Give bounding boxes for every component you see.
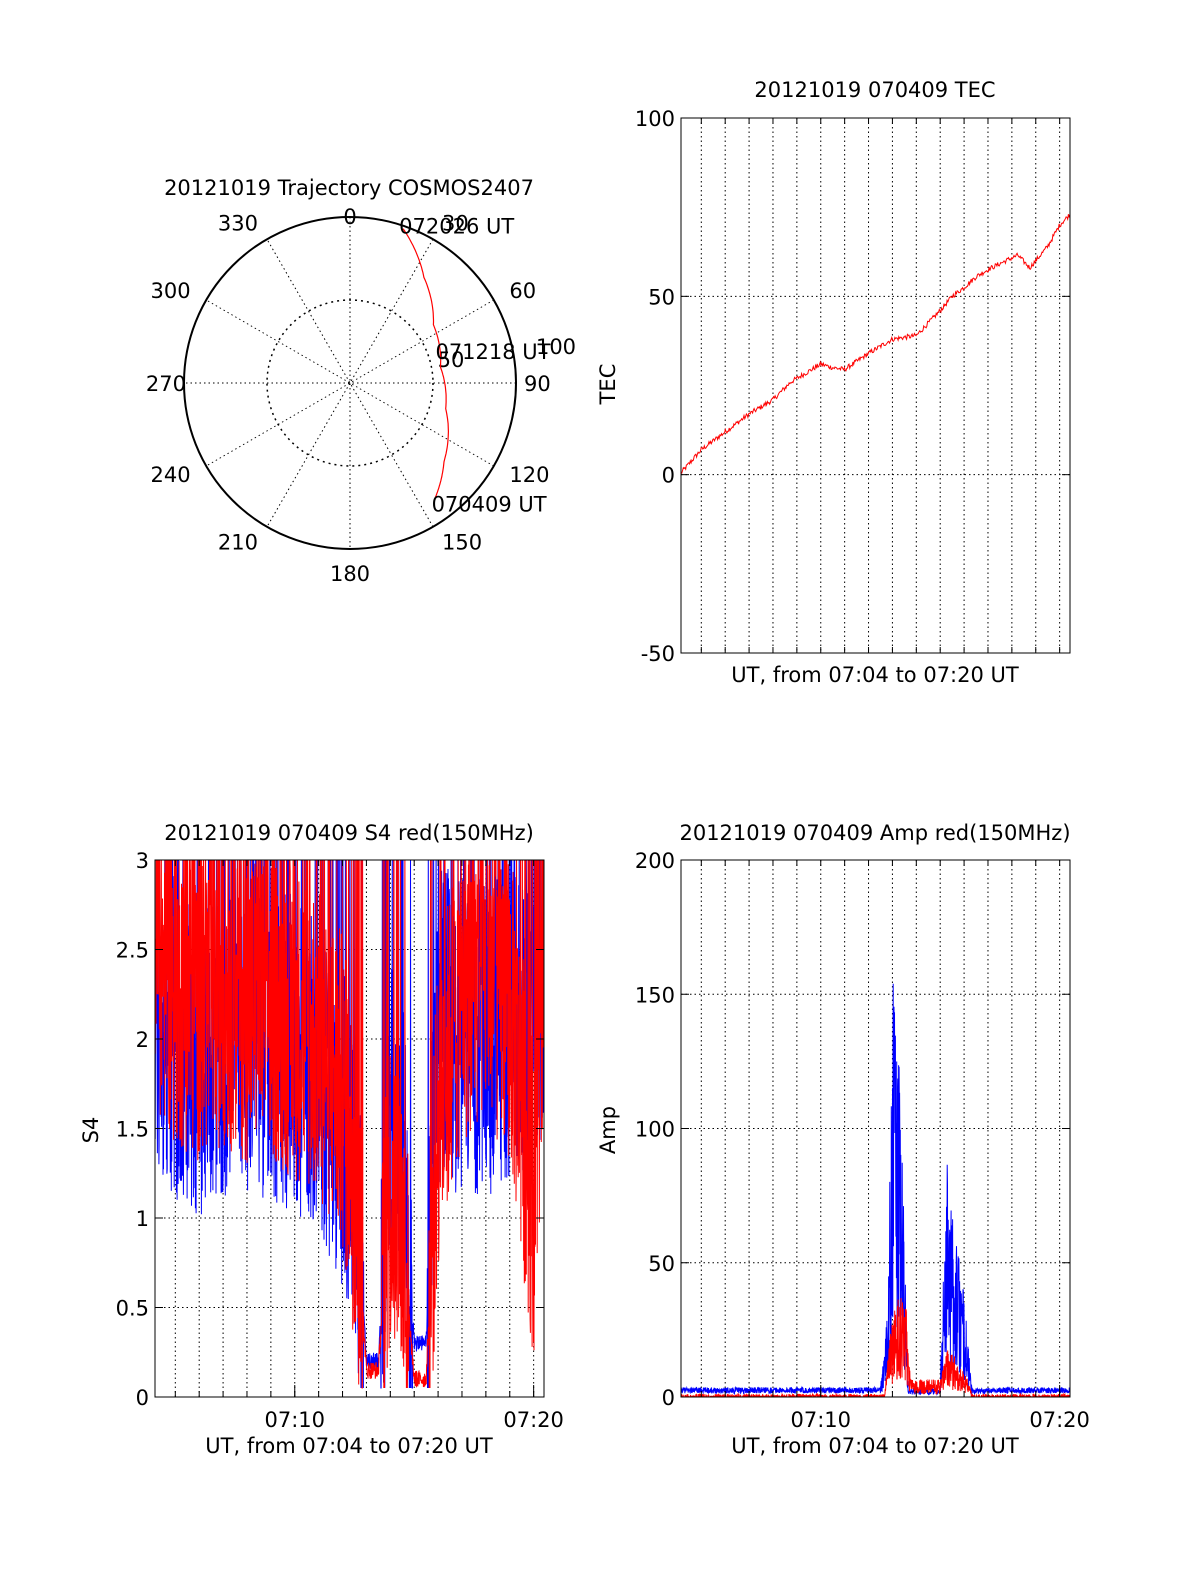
azimuth-spoke [205, 299, 495, 467]
amp-plot-area: 0 50 100 150 200 07:10 07:20 [635, 849, 1090, 1432]
s4-xlabel: UT, from 07:04 to 07:20 UT [205, 1434, 493, 1458]
trajectory-polar-panel: 20121019 Trajectory COSMOS2407 0 30 60 90 12… [146, 176, 576, 586]
azimuth-spoke [266, 238, 434, 528]
s4-panel: 20121019 070409 S4 red(150MHz) S4 UT, fr… [79, 821, 564, 1458]
polar-plot-area: 0 30 60 90 120 150 180 210 240 270 300 330 50 100 0720… [146, 205, 576, 586]
azimuth-label: 90 [524, 372, 551, 396]
azimuth-label: 270 [146, 372, 186, 396]
series-line-blue [681, 983, 1070, 1396]
satellite-track [402, 228, 450, 500]
y-tick-label: 2.5 [116, 939, 149, 963]
azimuth-label: 30 [442, 212, 469, 236]
s4-ylabel: S4 [79, 1117, 103, 1144]
y-tick-label: -50 [641, 642, 675, 666]
y-tick-label: 100 [635, 1118, 675, 1142]
azimuth-label: 180 [330, 562, 370, 586]
amp-ylabel: Amp [596, 1106, 620, 1154]
y-tick-label: 1.5 [116, 1118, 149, 1142]
tec-xlabel: UT, from 07:04 to 07:20 UT [731, 663, 1019, 687]
elevation-ring-45 [266, 299, 434, 467]
radial-label: 50 [438, 348, 465, 372]
y-tick-label: 0 [136, 1386, 149, 1410]
y-tick-label: 50 [648, 1252, 675, 1276]
azimuth-spoke [205, 299, 495, 467]
tec-ylabel: TEC [596, 364, 620, 406]
azimuth-label: 210 [218, 530, 258, 554]
azimuth-label: 240 [151, 463, 191, 487]
tec-title: 20121019 070409 TEC [754, 78, 995, 102]
trajectory-title: 20121019 Trajectory COSMOS2407 [164, 176, 534, 200]
s4-plot-area: 0 0.5 1 1.5 2 2.5 3 07:10 07:20 [116, 849, 564, 1432]
y-tick-label: 0 [662, 464, 675, 488]
radial-label: 100 [536, 335, 576, 359]
y-tick-label: 0 [662, 1386, 675, 1410]
y-tick-label: 200 [635, 849, 675, 873]
y-tick-label: 0.5 [116, 1297, 149, 1321]
azimuth-label: 300 [151, 279, 191, 303]
s4-title: 20121019 070409 S4 red(150MHz) [164, 821, 534, 845]
plot-frame [680, 117, 1071, 654]
amp-xlabel: UT, from 07:04 to 07:20 UT [731, 1434, 1019, 1458]
azimuth-label: 150 [442, 530, 482, 554]
y-tick-label: 50 [648, 285, 675, 309]
y-tick-label: 3 [136, 849, 149, 873]
azimuth-label: 120 [509, 463, 549, 487]
y-tick-label: 1 [136, 1207, 149, 1231]
x-tick-label: 07:20 [1029, 1408, 1090, 1432]
track-time-label-end: 072026 UT [399, 215, 514, 239]
track-time-label-middle: 071218 UT [435, 340, 550, 364]
tec-plot-area: -50 0 50 100 [635, 107, 1071, 666]
series-line-red [681, 213, 1070, 474]
tec-panel: 20121019 070409 TEC TEC UT, from 07:04 t… [596, 78, 1071, 687]
azimuth-spoke [266, 238, 434, 528]
track-time-label-start: 070409 UT [432, 492, 547, 516]
x-tick-label: 07:10 [790, 1408, 851, 1432]
amp-title: 20121019 070409 Amp red(150MHz) [679, 821, 1070, 845]
azimuth-label: 330 [218, 212, 258, 236]
x-tick-label: 07:20 [503, 1408, 564, 1432]
azimuth-label: 60 [509, 279, 536, 303]
y-tick-label: 150 [635, 983, 675, 1007]
x-tick-label: 07:10 [264, 1408, 325, 1432]
y-tick-label: 2 [136, 1028, 149, 1052]
y-tick-label: 100 [635, 107, 675, 131]
series-line-red [155, 860, 544, 1389]
azimuth-label: 0 [343, 205, 356, 229]
amp-panel: 20121019 070409 Amp red(150MHz) Amp UT, … [596, 821, 1090, 1458]
